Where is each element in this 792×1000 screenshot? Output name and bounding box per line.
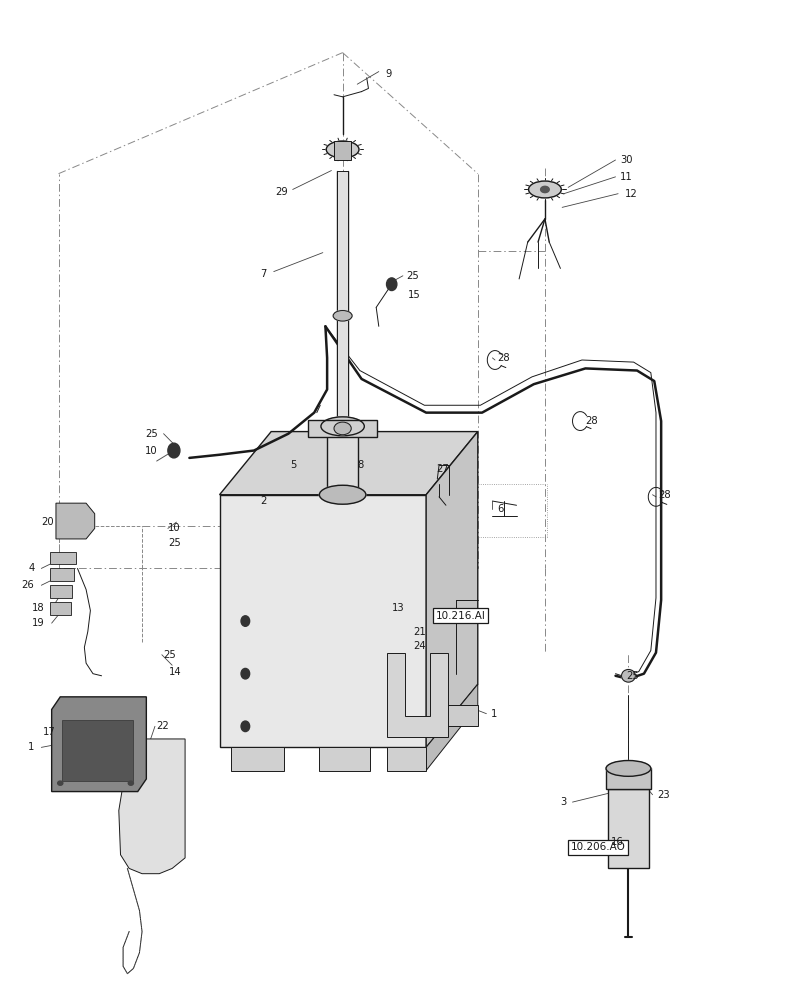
Text: 28: 28 (659, 490, 671, 500)
Polygon shape (219, 495, 426, 747)
Ellipse shape (334, 422, 351, 435)
Polygon shape (50, 602, 70, 615)
Polygon shape (387, 653, 447, 737)
Polygon shape (219, 432, 478, 495)
Polygon shape (56, 503, 95, 539)
Ellipse shape (326, 141, 359, 158)
Polygon shape (50, 585, 72, 598)
Text: 22: 22 (157, 721, 169, 731)
Text: 5: 5 (291, 460, 297, 470)
Text: 11: 11 (620, 172, 633, 182)
Text: 25: 25 (145, 429, 158, 439)
Polygon shape (50, 552, 76, 564)
Polygon shape (62, 720, 133, 781)
Polygon shape (387, 747, 426, 771)
Text: 10.216.AI: 10.216.AI (436, 611, 485, 621)
Text: 10: 10 (145, 446, 158, 456)
Text: 4: 4 (29, 563, 34, 573)
Text: 25: 25 (626, 671, 639, 681)
Ellipse shape (241, 721, 249, 732)
Text: 25: 25 (168, 538, 181, 548)
Polygon shape (337, 171, 348, 426)
Text: 26: 26 (21, 580, 34, 590)
Text: 17: 17 (44, 727, 56, 737)
Text: 9: 9 (386, 69, 392, 79)
Polygon shape (607, 789, 649, 868)
Ellipse shape (241, 616, 249, 626)
Text: 28: 28 (497, 353, 510, 363)
Ellipse shape (58, 781, 63, 785)
Polygon shape (426, 684, 478, 771)
Text: 23: 23 (657, 790, 670, 800)
Text: 2: 2 (261, 496, 267, 506)
Text: 1: 1 (491, 709, 497, 719)
Text: 21: 21 (413, 627, 426, 637)
Polygon shape (51, 697, 147, 792)
Ellipse shape (622, 669, 635, 682)
Text: 28: 28 (585, 416, 598, 426)
Ellipse shape (333, 311, 352, 321)
Text: 19: 19 (32, 618, 45, 628)
Text: 3: 3 (560, 797, 566, 807)
Ellipse shape (128, 781, 133, 785)
Text: 16: 16 (611, 837, 624, 847)
Text: 30: 30 (620, 155, 632, 165)
Ellipse shape (386, 278, 397, 291)
Polygon shape (230, 747, 284, 771)
Polygon shape (50, 568, 74, 581)
Ellipse shape (606, 761, 651, 776)
Ellipse shape (528, 181, 562, 198)
Polygon shape (119, 739, 185, 874)
Text: 20: 20 (42, 517, 54, 527)
Polygon shape (327, 426, 358, 495)
Text: 12: 12 (625, 189, 638, 199)
Text: 18: 18 (32, 603, 45, 613)
Text: 27: 27 (436, 464, 449, 474)
Text: 29: 29 (276, 187, 288, 197)
Ellipse shape (241, 668, 249, 679)
Text: 15: 15 (408, 290, 421, 300)
Text: 7: 7 (261, 269, 267, 279)
Text: 1: 1 (28, 742, 34, 752)
Polygon shape (308, 420, 377, 437)
Text: 25: 25 (164, 650, 177, 660)
Text: 10.206.AO: 10.206.AO (571, 842, 626, 852)
Text: 24: 24 (413, 641, 426, 651)
Polygon shape (439, 705, 478, 726)
Text: 13: 13 (392, 603, 405, 613)
Ellipse shape (321, 417, 364, 436)
Text: 6: 6 (497, 504, 504, 514)
Text: 8: 8 (357, 460, 364, 470)
Polygon shape (426, 432, 478, 747)
Polygon shape (334, 141, 351, 160)
Polygon shape (606, 768, 651, 789)
Ellipse shape (319, 485, 366, 504)
Ellipse shape (541, 186, 549, 193)
Text: 10: 10 (168, 523, 181, 533)
Polygon shape (318, 747, 370, 771)
Text: 14: 14 (169, 667, 181, 677)
Text: 25: 25 (406, 271, 419, 281)
Ellipse shape (168, 443, 180, 458)
